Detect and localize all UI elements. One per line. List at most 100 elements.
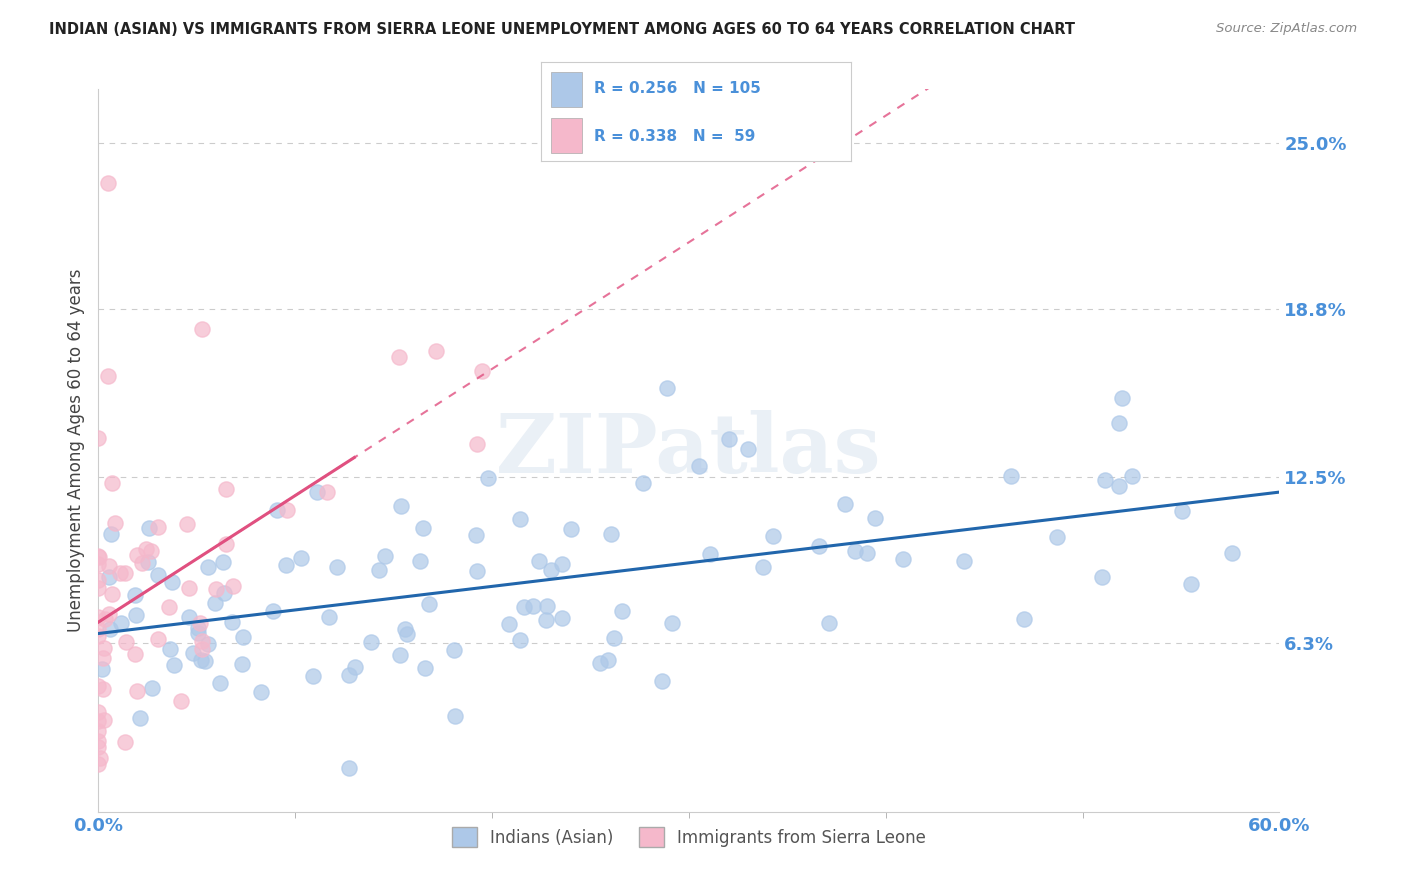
Point [177, 582, 200, 596]
Point [655, 381, 678, 395]
Point [186, 626, 208, 640]
Point [93, 640, 115, 655]
Point [128, 711, 150, 725]
Point [290, 551, 312, 566]
Point [560, 522, 582, 536]
Point [551, 611, 574, 625]
Point [87, 757, 110, 772]
Point [87, 573, 110, 587]
Point [276, 503, 298, 517]
Point [596, 653, 619, 667]
Point [87, 581, 110, 595]
Point [231, 657, 253, 672]
Point [412, 521, 434, 535]
Point [114, 735, 136, 749]
Point [953, 554, 976, 568]
Point [215, 536, 238, 550]
Point [188, 616, 211, 631]
Point [471, 364, 494, 378]
Point [191, 634, 214, 648]
Point [98, 559, 121, 574]
Point [509, 512, 531, 526]
Point [418, 597, 440, 611]
Point [100, 527, 122, 541]
Point [160, 575, 183, 590]
Point [807, 539, 830, 553]
Point [465, 437, 488, 451]
Point [87, 609, 110, 624]
Point [97, 368, 120, 383]
Point [818, 616, 841, 631]
Point [262, 604, 284, 618]
Point [509, 633, 531, 648]
Point [205, 582, 228, 596]
Point [1170, 504, 1192, 518]
Point [443, 643, 465, 657]
Point [89, 750, 111, 764]
Point [522, 599, 544, 614]
Point [170, 694, 193, 708]
Point [1121, 469, 1143, 483]
Point [215, 482, 238, 496]
Point [87, 431, 110, 445]
Point [124, 588, 146, 602]
Point [101, 475, 124, 490]
Point [413, 661, 436, 675]
Point [176, 517, 198, 532]
Point [465, 564, 488, 578]
Point [315, 484, 337, 499]
Point [389, 648, 412, 662]
Point [1000, 469, 1022, 483]
Point [540, 563, 562, 577]
Bar [551, 119, 582, 153]
Text: Source: ZipAtlas.com: Source: ZipAtlas.com [1216, 22, 1357, 36]
Point [110, 566, 132, 580]
Point [131, 557, 153, 571]
Point [388, 351, 411, 365]
Point [141, 681, 163, 696]
Point [863, 511, 886, 525]
Point [125, 607, 148, 622]
Point [1012, 612, 1035, 626]
Point [136, 555, 159, 569]
Y-axis label: Unemployment Among Ages 60 to 64 years: Unemployment Among Ages 60 to 64 years [66, 268, 84, 632]
Point [181, 646, 204, 660]
Point [204, 596, 226, 610]
Point [209, 676, 232, 690]
Point [612, 604, 634, 618]
Point [157, 600, 180, 615]
Point [97, 607, 120, 622]
Point [688, 458, 710, 473]
Point [513, 600, 536, 615]
Point [1111, 391, 1133, 405]
Point [717, 432, 740, 446]
Point [1180, 577, 1202, 591]
Point [699, 547, 721, 561]
Point [222, 579, 245, 593]
Bar [551, 72, 582, 107]
Point [1094, 473, 1116, 487]
Point [600, 527, 623, 541]
Point [127, 683, 149, 698]
Point [498, 617, 520, 632]
Point [374, 549, 396, 564]
Point [266, 503, 288, 517]
Point [603, 631, 626, 645]
Point [762, 529, 785, 543]
Text: R = 0.256   N = 105: R = 0.256 N = 105 [593, 81, 761, 96]
Point [114, 635, 136, 649]
Point [360, 635, 382, 649]
Point [337, 668, 360, 682]
Point [389, 499, 412, 513]
Point [135, 541, 157, 556]
Point [148, 632, 170, 646]
Point [1108, 478, 1130, 492]
Point [110, 615, 132, 630]
Point [274, 558, 297, 573]
Point [212, 586, 235, 600]
Point [94, 612, 117, 626]
Point [536, 599, 558, 613]
Point [191, 642, 214, 657]
Point [104, 516, 127, 531]
Text: R = 0.338   N =  59: R = 0.338 N = 59 [593, 128, 755, 144]
